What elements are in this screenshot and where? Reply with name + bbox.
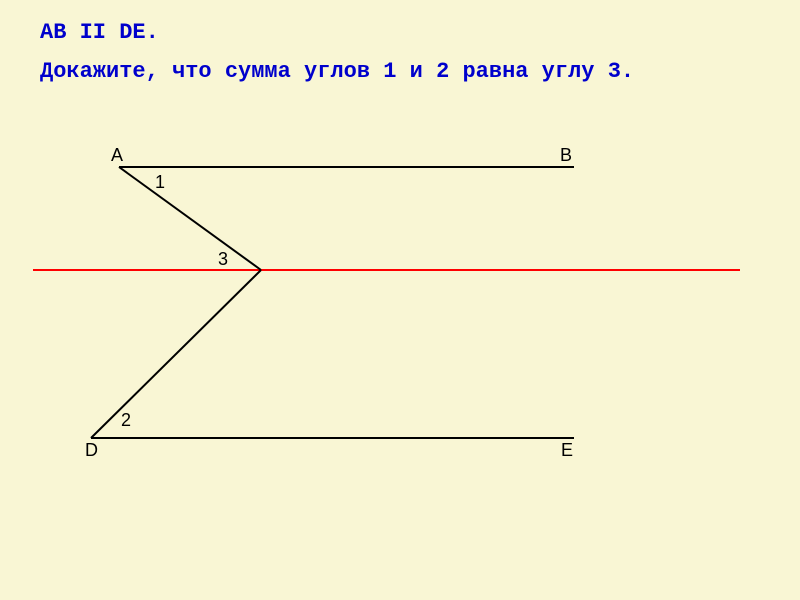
label-d: D bbox=[85, 440, 98, 461]
angle-3-label: 3 bbox=[218, 249, 228, 270]
angle-1-label: 1 bbox=[155, 172, 165, 193]
label-e: E bbox=[561, 440, 573, 461]
geometry-diagram bbox=[0, 0, 800, 600]
line-a-vertex bbox=[119, 167, 261, 270]
label-b: B bbox=[560, 145, 572, 166]
label-a: A bbox=[111, 145, 123, 166]
line-d-vertex bbox=[91, 270, 261, 438]
angle-2-label: 2 bbox=[121, 410, 131, 431]
